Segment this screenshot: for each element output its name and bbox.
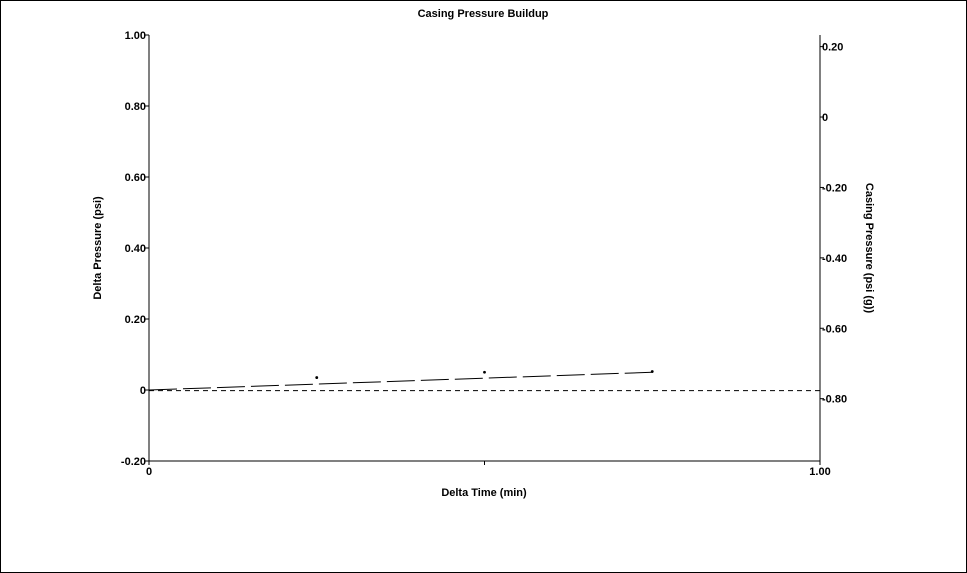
axes xyxy=(148,35,821,462)
y-tick-label: 0.20 xyxy=(125,314,146,326)
chart-title: Casing Pressure Buildup xyxy=(418,8,549,20)
y-tick-label: 1.00 xyxy=(125,30,146,42)
series-layer xyxy=(148,370,820,392)
data-point xyxy=(315,376,319,379)
y2-axis-label: Casing Pressure (psi (g)) xyxy=(863,183,875,314)
data-point xyxy=(483,370,486,374)
x-tick-label: 1.00 xyxy=(809,466,830,478)
y-tick-label: 0.60 xyxy=(125,172,146,184)
y2-tick-label: -0.80 xyxy=(822,394,847,406)
y-axis-label: Delta Pressure (psi) xyxy=(92,196,104,300)
y2-tick-label: -0.60 xyxy=(822,323,847,335)
y-tick-label: 0.80 xyxy=(125,101,146,113)
y-tick-label: 0.40 xyxy=(125,243,146,255)
delta-pressure-line xyxy=(148,371,653,391)
ticks: 1.000.800.600.400.200-0.200.200-0.20-0.4… xyxy=(121,30,847,478)
y2-tick-label: 0.20 xyxy=(822,42,843,54)
y2-tick-label: -0.20 xyxy=(822,182,847,194)
x-axis-label: Delta Time (min) xyxy=(441,487,527,499)
data-point xyxy=(650,370,654,373)
y-tick-label: 0 xyxy=(140,385,146,397)
y2-tick-label: -0.40 xyxy=(822,253,847,265)
y2-tick-label: 0 xyxy=(822,112,828,124)
x-tick-label: 0 xyxy=(146,466,152,478)
y-tick-label: -0.20 xyxy=(121,456,146,468)
